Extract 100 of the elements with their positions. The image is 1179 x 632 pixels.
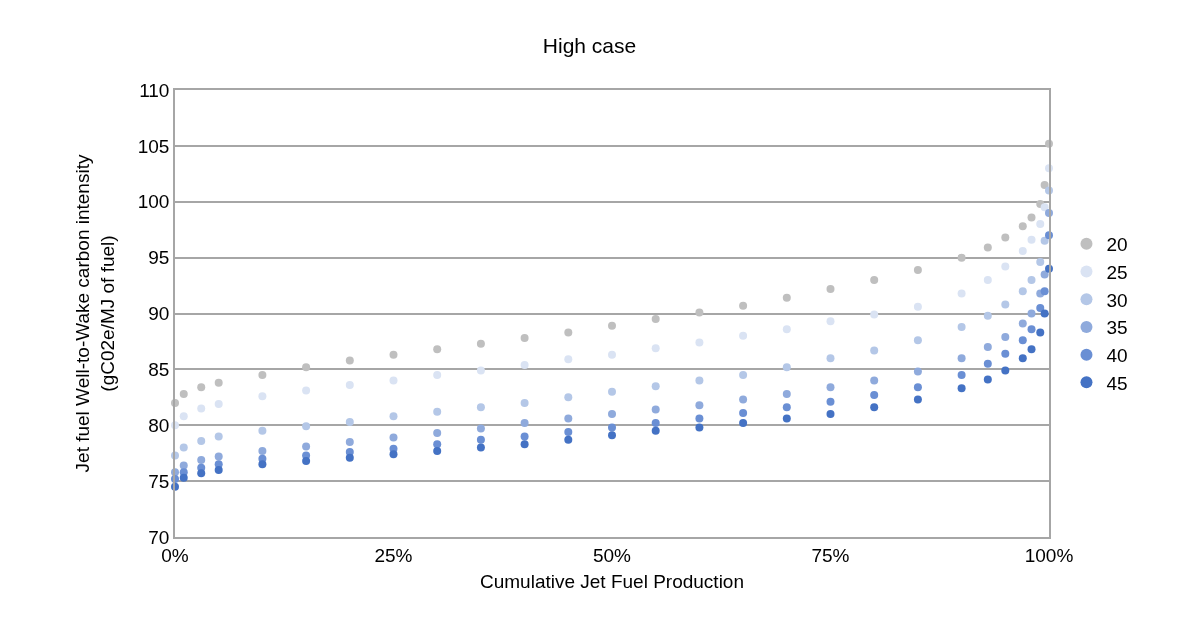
point bbox=[1018, 246, 1027, 255]
point bbox=[913, 265, 922, 274]
point bbox=[302, 457, 311, 466]
point bbox=[739, 395, 748, 404]
point bbox=[433, 407, 442, 416]
point bbox=[564, 435, 573, 444]
point bbox=[739, 331, 748, 340]
point bbox=[983, 359, 992, 368]
point bbox=[983, 343, 992, 352]
point bbox=[564, 328, 573, 337]
x-axis-title: Cumulative Jet Fuel Production bbox=[479, 570, 745, 592]
point bbox=[179, 461, 188, 470]
point bbox=[782, 389, 791, 398]
point bbox=[826, 397, 835, 406]
point bbox=[608, 387, 616, 396]
point bbox=[520, 398, 529, 407]
point bbox=[695, 338, 704, 347]
point bbox=[957, 370, 966, 379]
point bbox=[651, 315, 660, 324]
point bbox=[826, 383, 835, 392]
point bbox=[214, 465, 223, 474]
point bbox=[1027, 325, 1036, 334]
legend-label: 40 bbox=[1106, 345, 1128, 367]
legend-label: 30 bbox=[1106, 289, 1128, 311]
y-tick-label: 100 bbox=[137, 191, 170, 213]
point bbox=[433, 429, 442, 438]
point bbox=[214, 452, 223, 461]
point bbox=[476, 366, 485, 375]
point bbox=[913, 383, 922, 392]
point bbox=[1036, 258, 1045, 267]
point bbox=[345, 381, 354, 390]
point bbox=[739, 408, 748, 417]
point bbox=[476, 424, 485, 433]
point bbox=[564, 427, 573, 436]
point bbox=[345, 453, 354, 462]
point bbox=[870, 310, 879, 319]
point bbox=[389, 412, 398, 421]
point bbox=[1001, 262, 1010, 271]
point bbox=[1027, 275, 1036, 284]
point bbox=[870, 346, 879, 355]
point bbox=[782, 293, 791, 302]
point bbox=[302, 386, 311, 395]
point bbox=[520, 360, 529, 369]
x-tick-label: 100% bbox=[1024, 544, 1074, 566]
point bbox=[983, 275, 992, 284]
point bbox=[197, 383, 206, 392]
x-tick-label: 25% bbox=[374, 544, 413, 566]
y-tick-label: 75 bbox=[148, 470, 170, 492]
y-axis-title: Jet fuel Well-to-Wake carbon intensity (gC02e/MJ of fuel) bbox=[72, 154, 119, 473]
point bbox=[1027, 309, 1036, 318]
point bbox=[1001, 366, 1010, 375]
point bbox=[913, 336, 922, 345]
point bbox=[345, 438, 354, 447]
point bbox=[345, 356, 354, 365]
point bbox=[1027, 235, 1036, 244]
point bbox=[957, 253, 966, 262]
point bbox=[739, 419, 748, 428]
point bbox=[870, 403, 879, 412]
point bbox=[826, 284, 835, 293]
point bbox=[1018, 354, 1027, 363]
point bbox=[389, 376, 398, 385]
point bbox=[389, 433, 398, 442]
point bbox=[258, 370, 267, 379]
point bbox=[1027, 213, 1036, 222]
point bbox=[1018, 222, 1027, 231]
point bbox=[197, 436, 206, 445]
point bbox=[433, 345, 442, 354]
point bbox=[651, 382, 660, 391]
point bbox=[1001, 300, 1010, 309]
legend-label: 20 bbox=[1106, 234, 1128, 256]
point bbox=[983, 243, 992, 252]
point bbox=[520, 440, 529, 449]
point bbox=[826, 317, 835, 326]
point bbox=[433, 370, 442, 379]
point bbox=[476, 403, 485, 412]
x-tick-label: 75% bbox=[811, 544, 850, 566]
point bbox=[1040, 203, 1049, 212]
point bbox=[1001, 233, 1010, 242]
point bbox=[913, 395, 922, 404]
point bbox=[389, 350, 398, 359]
point bbox=[870, 391, 879, 400]
y-tick-label: 90 bbox=[148, 303, 170, 325]
point bbox=[695, 414, 704, 423]
point bbox=[258, 392, 267, 401]
point bbox=[433, 440, 442, 449]
point bbox=[1001, 349, 1010, 358]
y-tick-label: 80 bbox=[148, 414, 170, 436]
legend-label: 35 bbox=[1106, 317, 1128, 339]
point bbox=[608, 431, 616, 440]
point bbox=[1018, 319, 1027, 328]
point bbox=[214, 432, 223, 441]
point bbox=[782, 403, 791, 412]
point bbox=[564, 355, 573, 364]
legend-label: 25 bbox=[1106, 261, 1128, 283]
point bbox=[1001, 332, 1010, 341]
point bbox=[983, 311, 992, 320]
point bbox=[179, 443, 188, 452]
point bbox=[258, 446, 267, 455]
point bbox=[739, 301, 748, 310]
y-tick-label: 105 bbox=[137, 135, 170, 157]
